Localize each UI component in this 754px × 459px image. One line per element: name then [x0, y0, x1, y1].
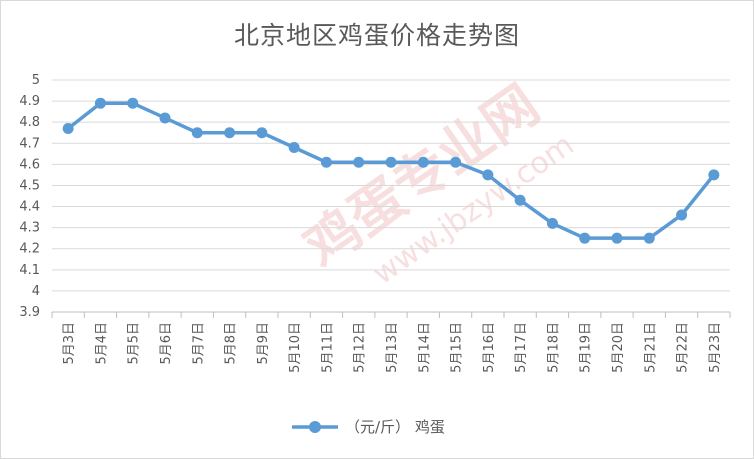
data-point [643, 232, 655, 244]
y-tick-label: 4 [32, 284, 40, 299]
y-tick-label: 4.7 [19, 136, 40, 151]
data-point [62, 123, 74, 135]
x-tick-label: 5月3日 [62, 322, 77, 365]
x-tick-label: 5月12日 [353, 322, 368, 373]
x-tick-label: 5月13日 [385, 322, 400, 373]
y-axis-ticks: 3.9 4 4.1 4.2 4.3 4.4 4.5 4.6 4.7 4.8 4.9 5 [19, 73, 40, 320]
x-tick-label: 5月20日 [611, 322, 626, 373]
y-tick-label: 4.8 [19, 115, 40, 130]
data-point [417, 156, 429, 168]
x-tick-label: 5月8日 [224, 322, 239, 365]
data-point [159, 112, 171, 124]
x-tick-label: 5月9日 [256, 322, 271, 365]
x-tick-label: 5月11日 [320, 322, 335, 373]
data-point [191, 127, 203, 139]
x-tick-label: 5月21日 [643, 322, 658, 373]
data-point [256, 127, 268, 139]
legend-marker-swatch [309, 421, 321, 433]
data-point [127, 97, 139, 109]
data-point [514, 194, 526, 206]
y-tick-label: 5 [32, 73, 40, 88]
data-point [579, 232, 591, 244]
data-point [708, 169, 720, 181]
x-tick-label: 5月7日 [191, 322, 206, 365]
y-tick-label: 4.1 [19, 263, 40, 278]
data-point [385, 156, 397, 168]
legend-label: （元/斤） 鸡蛋 [345, 418, 445, 436]
x-axis: 5月3日 5月4日 5月5日 5月6日 5月7日 5月8日 5月9日 5月10日 5月11日 5月… [51, 311, 731, 373]
data-point [94, 97, 106, 109]
data-point [611, 232, 623, 244]
data-point [546, 217, 558, 229]
x-tick-label: 5月23日 [708, 322, 723, 373]
data-point [288, 141, 300, 153]
x-tick-label: 5月6日 [159, 322, 174, 365]
y-tick-label: 4.2 [19, 242, 40, 257]
watermark: 鸡蛋专业网 www.jbzyw.com [293, 73, 580, 292]
data-point [320, 156, 332, 168]
x-tick-label: 5月15日 [450, 322, 465, 373]
x-tick-label: 5月10日 [288, 322, 303, 373]
x-tick-label: 5月18日 [546, 322, 561, 373]
x-tick-label: 5月5日 [127, 322, 142, 365]
y-tick-label: 4.3 [19, 221, 40, 236]
x-tick-label: 5月17日 [514, 322, 529, 373]
x-tick-label: 5月19日 [579, 322, 594, 373]
legend: （元/斤） 鸡蛋 [292, 418, 445, 436]
y-tick-label: 4.6 [19, 157, 40, 172]
chart-title: 北京地区鸡蛋价格走势图 [233, 21, 520, 50]
x-tick-label: 5月4日 [94, 322, 109, 365]
data-point [353, 156, 365, 168]
data-point [450, 156, 462, 168]
data-point [482, 169, 494, 181]
y-tick-label: 4.5 [19, 178, 40, 193]
y-tick-label: 4.4 [19, 200, 40, 215]
data-point [676, 209, 688, 221]
y-tick-label: 3.9 [19, 305, 40, 320]
x-tick-label: 5月14日 [417, 322, 432, 373]
series-layer [62, 97, 720, 244]
x-tick-label: 5月16日 [482, 322, 497, 373]
x-tick-label: 5月22日 [676, 322, 691, 373]
data-point [224, 127, 236, 139]
y-tick-label: 4.9 [19, 94, 40, 109]
